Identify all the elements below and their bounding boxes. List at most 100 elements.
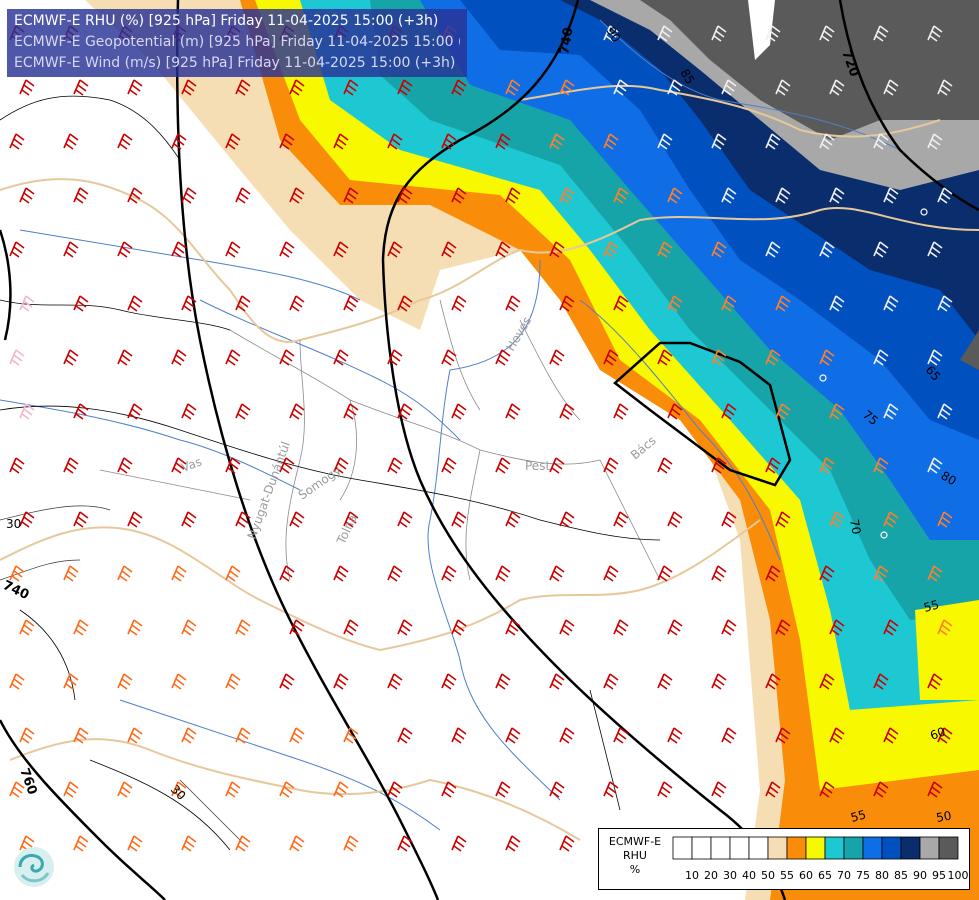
region-label-heves: Heves [503,314,534,353]
wind-barb [9,133,25,150]
rivers [0,19,901,831]
wind-barb [117,673,133,690]
wind-barb [127,619,143,636]
wind-barb [667,403,683,420]
wind-barb [873,349,889,366]
wind-barb [181,79,197,96]
wind-barb [73,511,89,528]
legend-swatch-85 [881,836,902,860]
wind-barb [721,619,737,636]
wind-barb [657,349,673,366]
wind-barb [873,673,889,690]
wind-barb [927,25,943,42]
wind-barb [171,565,187,582]
wind-barb [927,781,943,798]
wind-barb [549,133,565,150]
wind-barb [171,241,187,258]
wind-barb [343,511,359,528]
contour-label-740-north: 740 [557,26,576,55]
wind-barb [937,727,953,744]
wind-barb [667,187,683,204]
wind-barb [603,241,619,258]
legend-swatch-95 [919,836,940,860]
wind-barb [9,457,25,474]
wind-barb [667,511,683,528]
wind-barb [235,403,251,420]
wind-barb [559,403,575,420]
wind-barb [451,403,467,420]
wind-barb [613,511,629,528]
wind-barb [441,565,457,582]
wind-barb [127,727,143,744]
wind-barb [873,565,889,582]
wind-barb [127,403,143,420]
wind-barb [397,727,413,744]
wind-barb [549,457,565,474]
wind-barb [19,511,35,528]
wind-barb [279,241,295,258]
wind-barb [505,511,521,528]
wind-barb [937,511,953,528]
county-boundaries [99,299,661,581]
wind-barb [333,565,349,582]
wind-barb [343,403,359,420]
legend-tick-80: 80 [875,869,889,882]
wind-barb [883,79,899,96]
wind-barb [775,511,791,528]
wind-barb [9,565,25,582]
wind-barb [117,781,133,798]
wind-barb [225,673,241,690]
wind-barb [505,79,521,96]
wind-barb [937,619,953,636]
wind-barb [63,565,79,582]
wind-barb [63,457,79,474]
wind-barb [387,133,403,150]
wind-barb [397,79,413,96]
wind-barb [181,403,197,420]
wind-barb [117,241,133,258]
wind-barb [721,727,737,744]
wind-barb [559,511,575,528]
wind-barb [73,835,89,852]
wind-barb [397,835,413,852]
wind-barb [387,781,403,798]
wind-barb [127,511,143,528]
legend-swatch-10 [672,836,693,860]
wind-barb [9,349,25,366]
wind-barb [765,349,781,366]
wind-barb [289,187,305,204]
wind-barb [613,187,629,204]
legend-swatch-30 [710,836,731,860]
wind-barb [171,781,187,798]
region-labels: Vas Nyugat-Dunántúl Somogy Tolna Heves P… [179,314,658,547]
legend-tick-60: 60 [799,869,813,882]
wind-barb [19,403,35,420]
wind-barb [333,133,349,150]
calm-marker [880,531,888,539]
wind-barb [765,25,781,42]
wind-barb [289,511,305,528]
wind-barb [549,565,565,582]
wind-barbs [9,25,953,852]
wind-barb [127,187,143,204]
wind-barb [387,565,403,582]
wind-barb [397,619,413,636]
wind-barb [451,511,467,528]
wind-barb [333,457,349,474]
wind-barb [873,781,889,798]
wind-barb [559,727,575,744]
wind-barb [819,133,835,150]
rhu-label-55-east: 55 [922,597,940,614]
wind-barb [657,673,673,690]
wind-barb [441,241,457,258]
wind-barb [235,835,251,852]
legend-tick-65: 65 [818,869,832,882]
region-label-pest: Pest [525,459,550,473]
wind-barb [927,457,943,474]
wind-barb [559,295,575,312]
legend-color-bar: 10 20 30 40 50 55 60 65 70 75 80 85 90 95 100 [672,836,969,882]
wind-barb [873,133,889,150]
wind-barb [387,673,403,690]
wind-barb [613,619,629,636]
